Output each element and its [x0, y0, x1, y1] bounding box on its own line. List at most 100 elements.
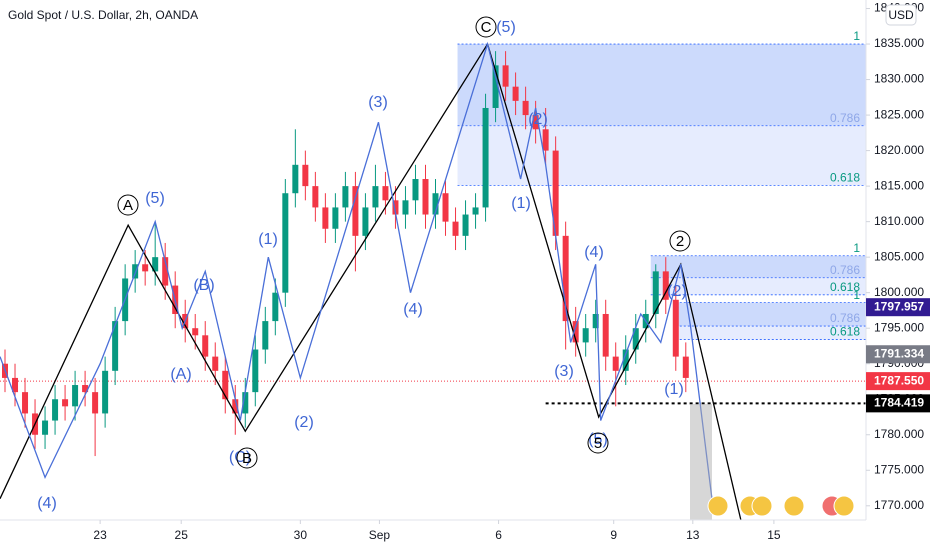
candle-body	[402, 200, 409, 215]
wave-label: C	[481, 19, 492, 36]
fib-label: 0.618	[830, 280, 860, 294]
y-tick-label: 1810.000	[874, 214, 924, 228]
y-tick-label: 1775.000	[874, 462, 924, 476]
event-icon	[833, 495, 855, 517]
x-tick-label: 9	[610, 528, 617, 542]
y-tick-label: 1780.000	[874, 427, 924, 441]
candle-body	[652, 271, 659, 314]
wave-label: (2)	[294, 414, 314, 431]
x-tick-label: 30	[294, 528, 308, 542]
fib-zone	[457, 125, 866, 186]
wave-label: B	[242, 450, 252, 467]
x-tick-label: 15	[767, 528, 781, 542]
candle-body	[132, 264, 139, 279]
y-tick-label: 1800.000	[874, 285, 924, 299]
candle-body	[312, 186, 319, 208]
price-badge	[866, 345, 930, 364]
y-tick-label: 1825.000	[874, 107, 924, 121]
candle-body	[442, 193, 449, 222]
candle-body	[162, 257, 169, 286]
wave-label: (5)	[496, 19, 516, 36]
candle-body	[342, 186, 349, 208]
candle-body	[282, 193, 289, 293]
wave-label: (4)	[584, 244, 604, 261]
candle-body	[592, 313, 599, 329]
candle-body	[232, 399, 239, 414]
currency[interactable]: USD	[888, 8, 914, 22]
candle-body	[62, 399, 69, 407]
projection-box	[690, 404, 712, 520]
wave-label: (1)	[664, 381, 684, 398]
wave-label: 5	[594, 435, 602, 452]
wave-label: (3)	[554, 363, 574, 380]
price-badge	[866, 298, 930, 317]
x-tick-label: 25	[175, 528, 189, 542]
candle-body	[562, 235, 569, 322]
candle-body	[672, 299, 679, 357]
y-tick-label: 1830.000	[874, 72, 924, 86]
candle-body	[292, 164, 299, 194]
candle-body	[22, 392, 29, 414]
candle-body	[102, 370, 109, 414]
wave-label: (1)	[511, 195, 531, 212]
candle-body	[42, 420, 49, 435]
fib-label: 0.786	[830, 311, 860, 325]
price-badge-label: 1787.550	[874, 373, 924, 387]
candle-body	[222, 370, 229, 400]
wave-label: (2)	[667, 283, 687, 300]
candle-body	[72, 385, 79, 407]
fib-zone	[457, 44, 866, 126]
candle-body	[542, 129, 549, 151]
candle-body	[622, 349, 629, 371]
y-tick-label: 1795.000	[874, 320, 924, 334]
wave-label: 2	[676, 233, 684, 250]
candle-body	[142, 264, 149, 272]
candle-body	[382, 186, 389, 201]
chart-title: Gold Spot / U.S. Dollar, 2h, OANDA	[8, 8, 198, 22]
candle-body	[452, 221, 459, 236]
candle-body	[552, 150, 559, 236]
candle-body	[572, 321, 579, 343]
fib-label: 1	[853, 241, 860, 255]
fib-label: 0.618	[830, 171, 860, 185]
candle-body	[482, 107, 489, 208]
price-badge-label: 1791.334	[874, 346, 924, 360]
candle-body	[432, 193, 439, 215]
annotations: (5) (B) (A) (4) (1) (2) (3) (4) (5) (1) …	[37, 16, 691, 512]
candle-body	[252, 349, 259, 393]
candle-body	[262, 321, 269, 350]
y-tick-label: 1820.000	[874, 143, 924, 157]
candle-body	[602, 313, 609, 357]
event-icons	[707, 495, 855, 517]
candle-body	[302, 164, 309, 187]
candle-body	[522, 100, 529, 116]
y-tick-label: 1815.000	[874, 178, 924, 192]
candle-body	[12, 377, 19, 393]
fib-label: 1	[853, 29, 860, 43]
wave-circle	[236, 447, 258, 469]
wave-label: A	[123, 197, 133, 214]
y-tick-label: 1805.000	[874, 249, 924, 263]
fib-label: 0.618	[830, 325, 860, 339]
candle-body	[192, 328, 199, 336]
candle-body	[272, 292, 279, 322]
event-icon	[707, 495, 729, 517]
candle-body	[612, 356, 619, 371]
currency-badge[interactable]	[885, 4, 917, 26]
candle-body	[662, 271, 669, 300]
y-tick-label: 1835.000	[874, 36, 924, 50]
time-axis: 23 25 30 Sep 6 9 13 15	[93, 520, 781, 542]
price-badge	[866, 372, 930, 391]
candle-body	[532, 115, 539, 130]
wave-circle	[117, 194, 139, 216]
candle-body	[322, 207, 329, 229]
candle-body	[202, 335, 209, 357]
waves	[0, 41, 742, 521]
y-tick-label: 1770.000	[874, 498, 924, 512]
wave-label: (1)	[258, 231, 278, 248]
fib-zone	[650, 277, 866, 295]
wave-line	[0, 41, 714, 506]
candle-body	[372, 186, 379, 208]
candle-body	[92, 392, 99, 414]
